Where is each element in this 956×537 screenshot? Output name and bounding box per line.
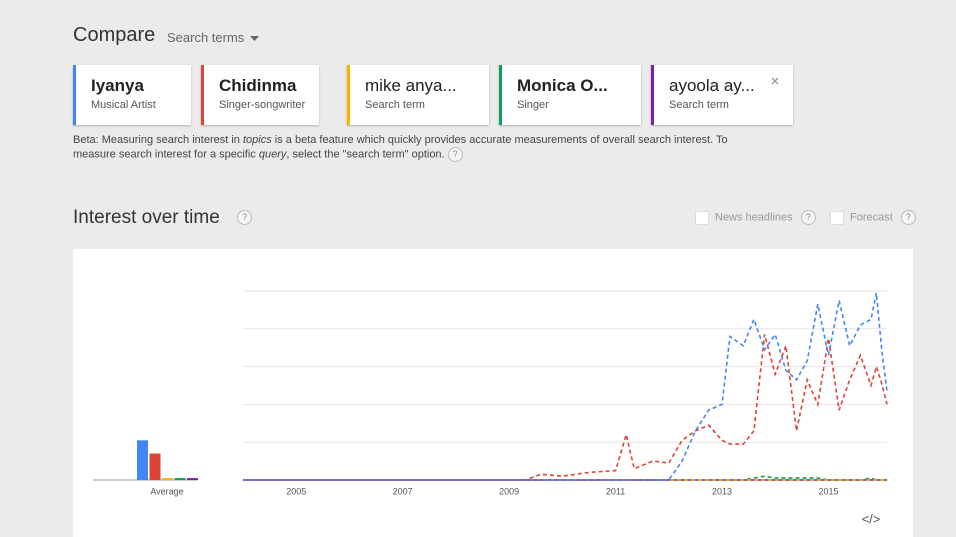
series-line [243,334,888,481]
checkbox[interactable] [695,210,709,225]
term-card[interactable]: mike anya... Search term [347,65,489,125]
term-title: mike anya... [365,76,457,95]
help-icon[interactable]: ? [900,210,916,225]
beta-note: Beta: Measuring search interest in topic… [73,134,738,162]
option-label: News headlines [715,211,793,224]
help-icon[interactable]: ? [447,147,463,162]
beta-text: topics [242,134,272,146]
dropdown-arrow[interactable] [250,36,259,41]
average-label: Average [150,486,183,496]
term-subtitle: Musical Artist [91,99,156,111]
term-color-bar [347,65,350,125]
series-line [243,292,888,481]
term-title: Chidinma [219,76,297,95]
help-icon[interactable]: ? [800,210,816,225]
term-color-bar [651,65,654,125]
beta-text: , select the "search term" option. [286,148,445,161]
checkbox[interactable] [830,210,844,225]
average-bar [137,440,148,480]
term-subtitle: Singer [517,99,549,111]
term-title: Monica O... [517,76,608,95]
chart: </> 2005 2007 2009 2011 2013 2015 Average [93,290,888,526]
term-card[interactable]: ayoola ay... Search term [651,65,793,125]
news-option[interactable]: News headlines ? [695,210,816,225]
term-color-bar [499,65,502,125]
section-title: Interest over time ? [73,207,253,229]
chart-panel: </> 2005 2007 2009 2011 2013 2015 Average [73,249,913,537]
term-card[interactable]: Monica O... Singer [499,65,641,125]
x-tick-label: 2009 [499,486,519,496]
term-card[interactable]: Iyanya Musical Artist [73,65,191,125]
x-tick-label: 2013 [712,486,732,496]
term-subtitle: Search term [365,99,425,111]
search-terms-dropdown[interactable]: Search terms [167,30,245,45]
option-label: Forecast [850,211,893,224]
compare-title: Compare [73,24,156,46]
remove-icon[interactable] [771,77,779,85]
term-title: ayoola ay... [669,76,755,95]
x-tick-label: 2015 [818,486,838,496]
section-title-text: Interest over time [73,207,220,228]
embed-icon[interactable]: </> [862,511,881,526]
x-tick-label: 2007 [393,486,413,496]
average-bar [162,478,173,480]
beta-text: query [258,148,287,161]
average-bar [149,453,161,480]
term-title: Iyanya [91,76,144,95]
forecast-option[interactable]: Forecast ? [830,210,916,225]
x-tick-label: 2005 [286,486,306,496]
beta-text: Beta: Measuring search interest in [73,134,243,146]
term-subtitle: Singer-songwriter [219,99,306,111]
average-bar [174,478,186,480]
term-color-bar [73,65,76,125]
term-color-bar [201,65,204,125]
beta-text: is a beta feature which quickly provides… [73,134,728,161]
average-bar [187,478,198,480]
term-subtitle: Search term [669,99,729,111]
x-tick-label: 2011 [606,486,625,496]
help-icon[interactable]: ? [237,210,253,226]
term-card[interactable]: Chidinma Singer-songwriter [201,65,319,125]
